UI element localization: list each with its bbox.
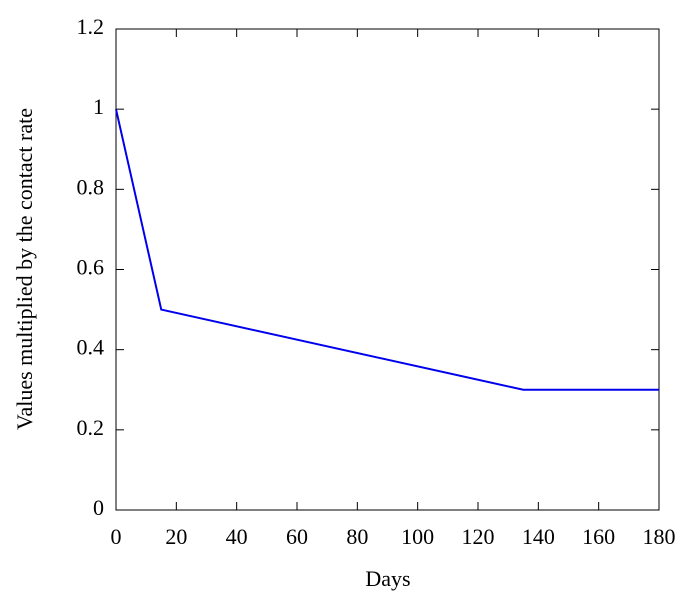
- plot-frame: [115, 28, 660, 511]
- x-tick-label: 140: [522, 524, 555, 549]
- x-axis-label: Days: [365, 566, 410, 591]
- data-line: [115, 108, 659, 391]
- y-tick-label: 0: [93, 495, 104, 520]
- x-tick-label: 40: [226, 524, 248, 549]
- x-tick-label: 20: [165, 524, 187, 549]
- x-tick-label: 60: [286, 524, 308, 549]
- x-tick-label: 160: [582, 524, 615, 549]
- y-tick-label: 0.4: [77, 335, 105, 360]
- y-tick-label: 1: [93, 94, 104, 119]
- y-tick-label: 0.2: [77, 415, 105, 440]
- y-axis-label: Values multiplied by the contact rate: [12, 108, 37, 430]
- x-tick-label: 120: [462, 524, 495, 549]
- y-tick-label: 0.8: [77, 174, 105, 199]
- y-tick-label: 1.2: [77, 14, 105, 39]
- y-tick-label: 0.6: [77, 255, 105, 280]
- x-tick-label: 100: [401, 524, 434, 549]
- x-tick-label: 0: [111, 524, 122, 549]
- x-tick-label: 180: [643, 524, 676, 549]
- x-tick-label: 80: [346, 524, 368, 549]
